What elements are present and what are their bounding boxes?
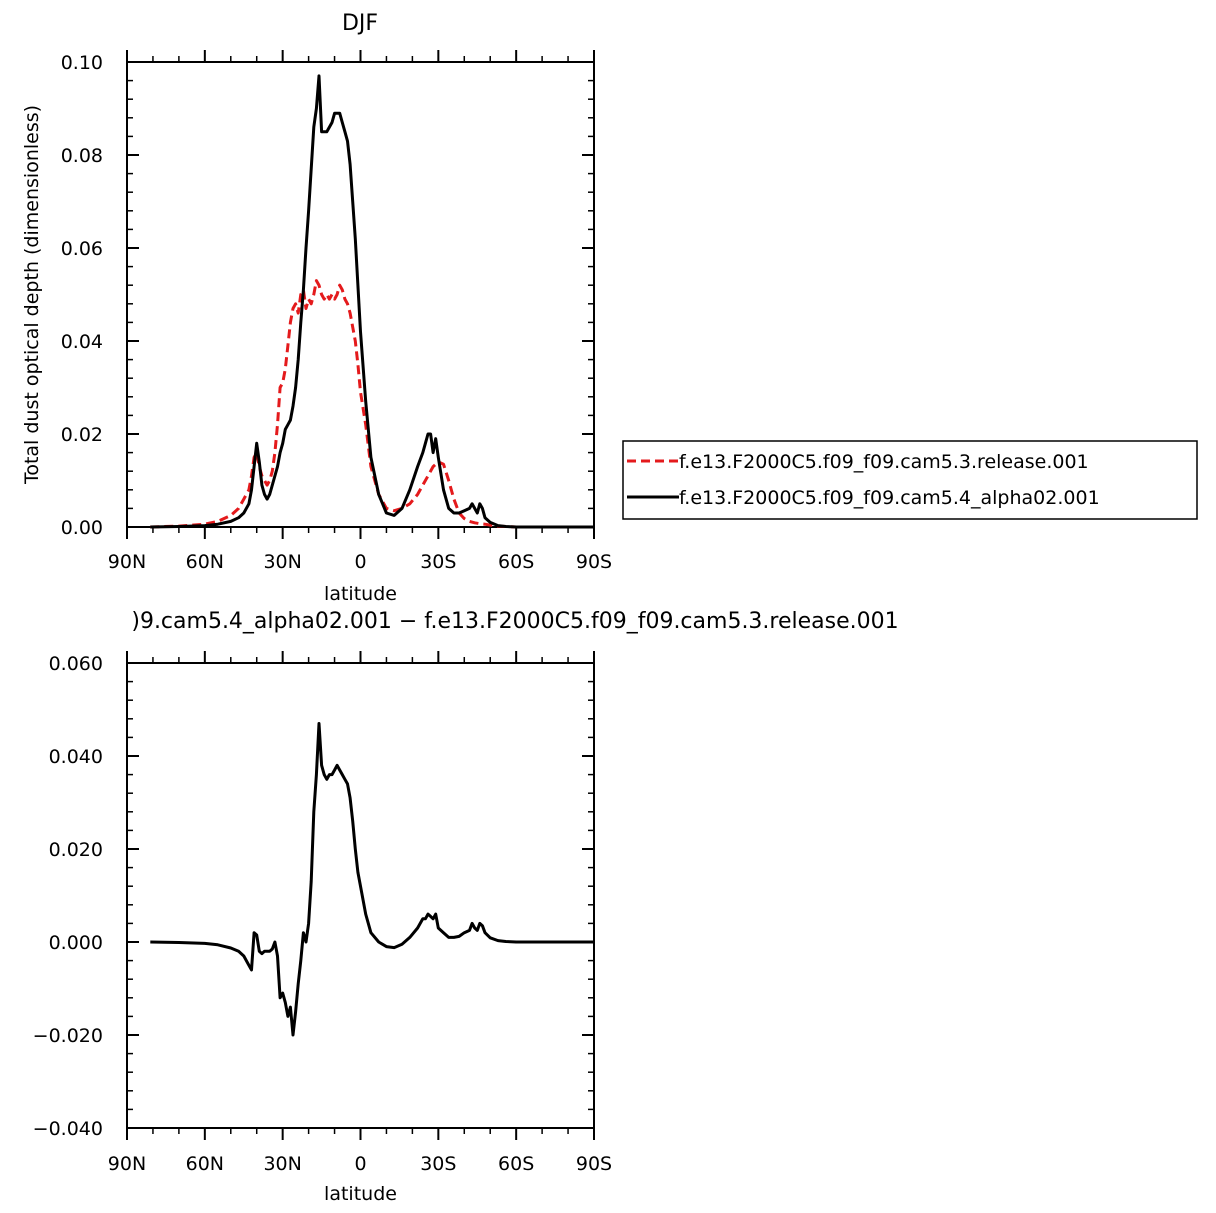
djf-dust-optical-depth-chart: DJF 0.00 0.02 0.04 0.06 0.08 0.10 90N 60N 30N 0 30S… <box>21 11 1198 605</box>
x-tick-label: 30N <box>263 551 301 573</box>
x-tick-label: 30S <box>420 551 456 573</box>
y-tick-label: −0.020 <box>33 1025 103 1047</box>
legend-entry: f.e13.F2000C5.f09_f09.cam5.3.release.001 <box>679 451 1089 473</box>
legend-entry: f.e13.F2000C5.f09_f09.cam5.4_alpha02.001 <box>679 487 1100 509</box>
x-tick-label: 0 <box>354 551 366 573</box>
x-tick-label: 60S <box>498 1153 534 1175</box>
y-tick-label: 0.10 <box>61 52 103 74</box>
x-axis-label: latitude <box>324 583 397 605</box>
y-tick-label: −0.040 <box>33 1118 103 1140</box>
y-tick-label: 0.040 <box>49 746 103 768</box>
difference-chart: )9.cam5.4_alpha02.001 − f.e13.F2000C5.f0… <box>33 609 899 1205</box>
x-tick-label: 60N <box>186 551 224 573</box>
chart-title: DJF <box>342 11 378 36</box>
series-line-1 <box>150 74 594 529</box>
legend: f.e13.F2000C5.f09_f09.cam5.3.release.001… <box>622 440 1198 520</box>
x-tick-label: 0 <box>354 1153 366 1175</box>
x-tick-label: 90S <box>576 1153 612 1175</box>
x-tick-label: 30N <box>263 1153 301 1175</box>
y-tick-label: 0.00 <box>61 517 103 539</box>
y-tick-label: 0.04 <box>61 331 103 353</box>
legend-box <box>622 440 1198 520</box>
x-axis-label: latitude <box>324 1183 397 1205</box>
x-tick-label: 60S <box>498 551 534 573</box>
x-tick-label: 60N <box>186 1153 224 1175</box>
plot-frame <box>126 662 595 1129</box>
x-tick-label: 30S <box>420 1153 456 1175</box>
y-tick-label: 0.06 <box>61 238 103 260</box>
y-tick-label: 0.020 <box>49 839 103 861</box>
y-tick-label: 0.02 <box>61 424 103 446</box>
y-tick-label: 0.060 <box>49 653 103 675</box>
x-tick-label: 90S <box>576 551 612 573</box>
chart-title: )9.cam5.4_alpha02.001 − f.e13.F2000C5.f0… <box>131 609 898 634</box>
plot-frame <box>126 61 595 528</box>
y-tick-label: 0.08 <box>61 145 103 167</box>
y-tick-label: 0.000 <box>49 932 103 954</box>
x-tick-label: 90N <box>108 551 146 573</box>
series-line-0 <box>150 279 594 529</box>
series-line-0 <box>150 722 594 1037</box>
x-tick-label: 90N <box>108 1153 146 1175</box>
y-axis-label: Total dust optical depth (dimensionless) <box>21 105 43 485</box>
